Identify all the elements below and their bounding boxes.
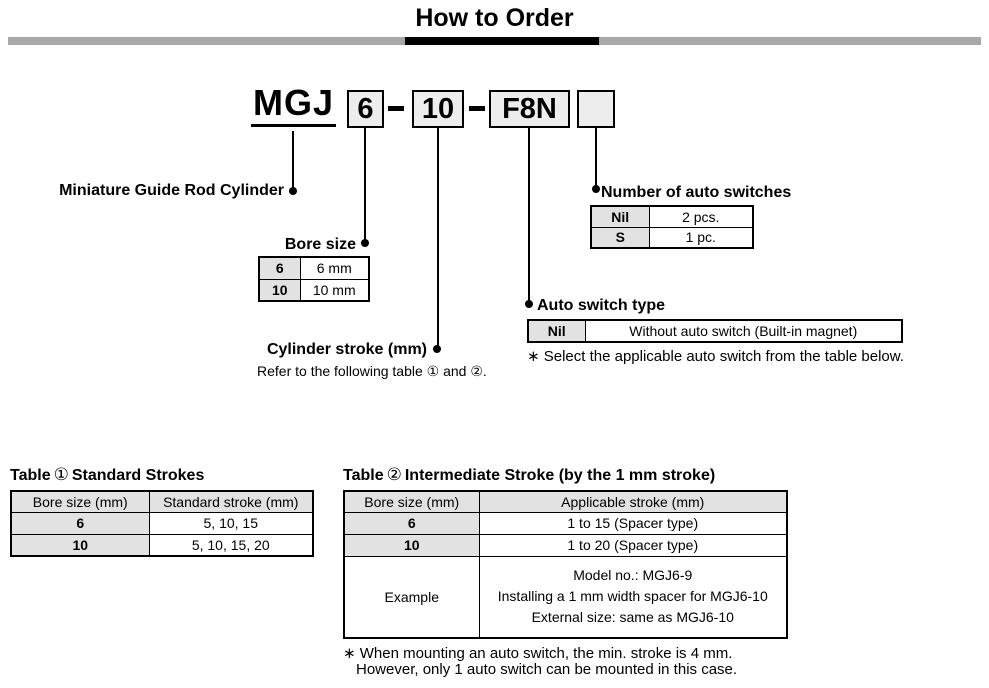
- example-line: Installing a 1 mm width spacer for MGJ6-…: [497, 588, 768, 605]
- auto-switch-count-table: Nil 2 pcs. S 1 pc.: [590, 205, 754, 249]
- auto-switch-count-heading: Number of auto switches: [601, 184, 792, 201]
- connector-line-switch-type: [528, 128, 530, 303]
- page-title: How to Order: [415, 4, 574, 32]
- column-header: Bore size (mm): [343, 490, 480, 513]
- option-code-cell: S: [590, 226, 650, 249]
- connector-line-stroke: [437, 128, 439, 348]
- model-count-code-box: [577, 90, 615, 128]
- footnote-line-1: ∗ When mounting an auto switch, the min.…: [343, 645, 733, 662]
- table-row: 10 5, 10, 15, 20: [10, 533, 314, 557]
- bore-size-table: 6 6 mm 10 10 mm: [258, 256, 370, 302]
- stroke-cell: 1 to 20 (Spacer type): [478, 533, 788, 557]
- intermediate-stroke-table: Bore size (mm) Applicable stroke (mm) 6 …: [343, 490, 788, 639]
- bore-cell: 6: [343, 511, 480, 535]
- stroke-cell: 1 to 15 (Spacer type): [478, 511, 788, 535]
- option-code-cell: 10: [258, 278, 301, 302]
- stroke-cell: 5, 10, 15, 20: [148, 533, 314, 557]
- table-row: Nil 2 pcs.: [590, 205, 754, 228]
- table2-title-name: Intermediate Stroke (by the 1 mm stroke): [404, 467, 716, 484]
- connector-dot-series: [289, 187, 297, 195]
- model-bore-code-box: 6: [347, 90, 384, 128]
- connector-line-series: [292, 131, 294, 189]
- model-separator-dash: [469, 106, 485, 111]
- column-header: Applicable stroke (mm): [478, 490, 788, 513]
- header-black-rule: [405, 37, 599, 45]
- table-row: 6 1 to 15 (Spacer type): [343, 511, 788, 535]
- connector-line-switch-count: [595, 128, 597, 188]
- option-code-cell: 6: [258, 256, 301, 280]
- table-header-row: Bore size (mm) Standard stroke (mm): [10, 490, 314, 513]
- table2-title: Table ② Intermediate Stroke (by the 1 mm s…: [343, 465, 715, 485]
- connector-dot-stroke: [433, 345, 441, 353]
- option-value-cell: 10 mm: [299, 278, 370, 302]
- standard-strokes-table: Bore size (mm) Standard stroke (mm) 6 5,…: [10, 490, 314, 557]
- bore-size-heading: Bore size: [284, 236, 356, 253]
- table1-title-label: Table: [10, 467, 51, 484]
- model-switch-code-box: F8N: [489, 90, 570, 128]
- table-row: 6 6 mm: [258, 256, 370, 280]
- footnote-line-2: However, only 1 auto switch can be mount…: [356, 661, 738, 678]
- connector-dot-switch-type: [525, 300, 533, 308]
- circled-one-icon: ①: [53, 465, 69, 484]
- series-label: Miniature Guide Rod Cylinder: [59, 182, 284, 199]
- table-row: Nil Without auto switch (Built-in magnet…: [527, 319, 903, 343]
- connector-line-bore: [364, 128, 366, 243]
- connector-dot-switch-count: [592, 185, 600, 193]
- option-value-cell: 6 mm: [299, 256, 370, 280]
- table-row: 6 5, 10, 15: [10, 511, 314, 535]
- cylinder-stroke-note: Refer to the following table ① and ②.: [257, 363, 487, 379]
- table1-title-name: Standard Strokes: [71, 467, 205, 484]
- example-line: Model no.: MGJ6-9: [573, 567, 693, 584]
- bore-cell: 10: [10, 533, 150, 557]
- example-content-cell: Model no.: MGJ6-9 Installing a 1 mm widt…: [478, 555, 788, 639]
- connector-dot-bore: [361, 239, 369, 247]
- example-line: External size: same as MGJ6-10: [531, 609, 734, 626]
- stroke-cell: 5, 10, 15: [148, 511, 314, 535]
- option-code-cell: Nil: [527, 319, 586, 343]
- example-label-cell: Example: [343, 555, 480, 639]
- cylinder-stroke-heading: Cylinder stroke (mm): [266, 341, 427, 358]
- example-row: Example Model no.: MGJ6-9 Installing a 1…: [343, 555, 788, 639]
- table-row: S 1 pc.: [590, 226, 754, 249]
- option-value-cell: Without auto switch (Built-in magnet): [584, 319, 903, 343]
- column-header: Bore size (mm): [10, 490, 150, 513]
- bore-cell: 10: [343, 533, 480, 557]
- column-header: Standard stroke (mm): [148, 490, 314, 513]
- table-header-row: Bore size (mm) Applicable stroke (mm): [343, 490, 788, 513]
- auto-switch-type-note: ∗ Select the applicable auto switch from…: [527, 348, 904, 365]
- auto-switch-type-heading: Auto switch type: [537, 297, 666, 314]
- circled-two-icon: ②: [386, 465, 402, 484]
- auto-switch-type-table: Nil Without auto switch (Built-in magnet…: [527, 319, 903, 343]
- option-value-cell: 2 pcs.: [648, 205, 754, 228]
- table1-title: Table ① Standard Strokes: [10, 465, 204, 485]
- table-row: 10 1 to 20 (Spacer type): [343, 533, 788, 557]
- option-value-cell: 1 pc.: [648, 226, 754, 249]
- table2-title-label: Table: [343, 467, 384, 484]
- bore-cell: 6: [10, 511, 150, 535]
- model-separator-dash: [388, 106, 404, 111]
- model-prefix: MGJ: [251, 84, 337, 127]
- model-stroke-code-box: 10: [412, 90, 464, 128]
- option-code-cell: Nil: [590, 205, 650, 228]
- table-row: 10 10 mm: [258, 278, 370, 302]
